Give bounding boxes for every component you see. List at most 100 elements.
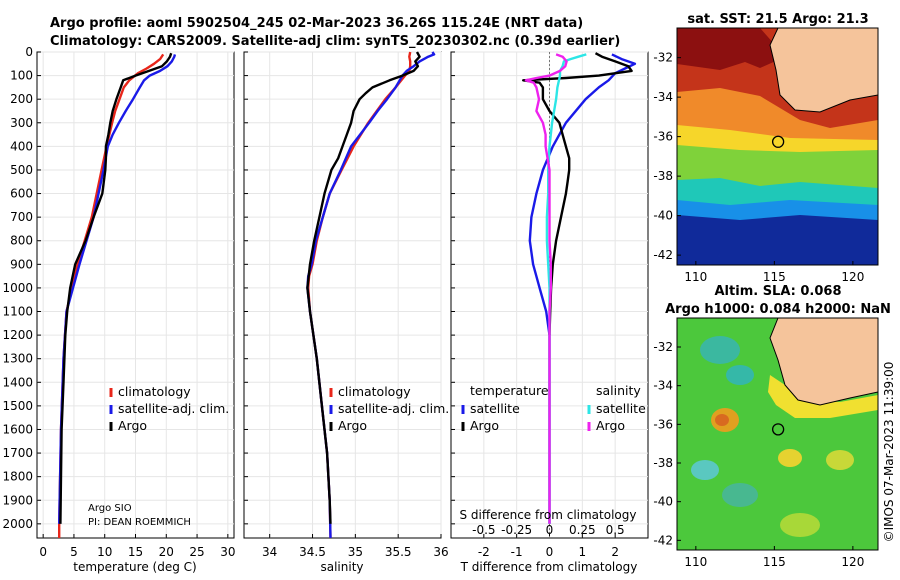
legend-label: satellite-adj. clim.: [338, 401, 449, 416]
sst-lat-tick-labels: -32 -34 -36 -38 -40 -42: [653, 51, 681, 262]
depth-tick-label: 1100: [2, 305, 33, 319]
sla-high-anomaly-core: [715, 414, 729, 426]
depth-tick-label: 1500: [2, 399, 33, 413]
x-tick-label: 34: [262, 545, 277, 559]
map-lat-tick-label: -42: [653, 248, 673, 262]
map-lat-tick-label: -36: [653, 130, 673, 144]
sst-warm-core: [677, 28, 778, 70]
depth-tick-label: 1000: [2, 281, 33, 295]
map-lat-tick-label: -32: [653, 51, 673, 65]
map-lon-tick-label: 120: [841, 270, 864, 284]
t-difference-xlabel: T difference from climatology: [460, 560, 638, 574]
sla-map-frame: [676, 317, 879, 551]
sla-high-anomaly-4: [780, 513, 820, 537]
depth-tick-label: 100: [10, 69, 33, 83]
x-tick-label: -2: [478, 545, 490, 559]
x-tick-label: 36: [433, 545, 448, 559]
x-tick-label: 5: [70, 545, 78, 559]
difference-panel: -2 -1 0 1 2 -0.5 -0.25 0 0.25 0.5 T difference f…: [450, 51, 649, 574]
sla-float-position-marker: [771, 423, 785, 436]
argo-institution: Argo SIO: [88, 503, 132, 514]
x-tick-label: 30: [220, 545, 235, 559]
difference-series: [522, 52, 637, 524]
figure-title-line2: Climatology: CARS2009. Satellite-adj cli…: [50, 34, 620, 49]
argo-line: [306, 51, 421, 524]
depth-tick-label: 1400: [2, 375, 33, 389]
sla-map: 110 115 120 -32 -34 -36 -38 -40 -42: [653, 317, 879, 569]
depth-tick-label: 500: [10, 163, 33, 177]
sla-low-anomaly-3: [691, 460, 719, 480]
x-tick-label: 1: [579, 545, 587, 559]
temperature-legend: climatology satellite-adj. clim. Argo: [109, 384, 229, 433]
temperature-xlabel: temperature (deg C): [73, 560, 196, 574]
x-tick-label: 10: [97, 545, 112, 559]
sla-land: [769, 318, 878, 406]
map-lat-tick-label: -38: [653, 169, 673, 183]
x-tick-label: 0.25: [569, 523, 596, 537]
salinity-gridlines: [244, 51, 442, 538]
sla-lon-tick-labels: 110 115 120: [684, 546, 864, 569]
salinity-satellite-line: [545, 53, 587, 524]
x-tick-label: 0.5: [606, 523, 625, 537]
temperature-argo-line: [522, 52, 633, 336]
imos-credit: ©IMOS 07-Mar-2023 11:39:00: [882, 362, 896, 543]
depth-tick-label: 1900: [2, 493, 33, 507]
sst-float-position-marker: [771, 135, 785, 148]
legend-label: climatology: [118, 384, 191, 399]
s-difference-tick-labels: -0.5 -0.25 0 0.25 0.5: [472, 523, 625, 537]
temperature-panel: 0100200300400500600700800900100011001200…: [2, 45, 235, 574]
x-tick-label: 35.5: [385, 545, 412, 559]
map-lat-tick-label: -38: [653, 456, 673, 470]
map-lon-tick-label: 110: [684, 270, 707, 284]
depth-tick-label: 900: [10, 257, 33, 271]
x-tick-label: -1: [511, 545, 523, 559]
map-lat-tick-label: -42: [653, 533, 673, 547]
temperature-tick-labels: 0 5 10 15 20 25 30: [39, 545, 235, 559]
t-difference-tick-labels: -2 -1 0 1 2: [478, 545, 619, 559]
sst-deep-blue-band: [677, 215, 878, 265]
x-tick-label: 35: [348, 545, 363, 559]
sst-lon-tick-labels: 110 115 120: [684, 261, 864, 284]
map-lat-tick-label: -34: [653, 90, 673, 104]
salinity-panel: 34 34.5 35 35.5 36 salinity climatology satel…: [243, 51, 449, 574]
depth-tick-label: 700: [10, 210, 33, 224]
x-tick-label: 15: [128, 545, 143, 559]
sla-low-anomaly-2: [726, 365, 754, 385]
sla-high-anomaly-3: [826, 450, 854, 470]
x-tick-label: 0: [39, 545, 47, 559]
depth-tick-label: 1300: [2, 352, 33, 366]
x-tick-label: 25: [189, 545, 204, 559]
map-lat-tick-label: -40: [653, 495, 673, 509]
difference-legend-temperature-header: temperature: [470, 383, 549, 398]
legend-label: satellite: [470, 401, 520, 416]
map-lat-tick-label: -34: [653, 379, 673, 393]
x-tick-label: 0: [546, 545, 554, 559]
depth-tick-label: 300: [10, 116, 33, 130]
salinity-series: [306, 51, 436, 539]
salinity-legend: climatology satellite-adj. clim. Argo: [329, 384, 449, 433]
depth-tick-label: 200: [10, 92, 33, 106]
legend-label: climatology: [338, 384, 411, 399]
salinity-argo-line: [524, 53, 568, 524]
argo-line: [59, 52, 173, 524]
salinity-xlabel: salinity: [320, 560, 363, 574]
map-lat-tick-label: -36: [653, 417, 673, 431]
map-lon-tick-label: 120: [841, 555, 864, 569]
depth-tick-label: 0: [25, 45, 33, 59]
legend-label: Argo: [118, 418, 147, 433]
legend-label: Argo: [596, 418, 625, 433]
depth-tick-label: 1600: [2, 422, 33, 436]
sla-map-title-line2: Argo h1000: 0.084 h2000: NaN: [665, 302, 891, 317]
sla-high-anomaly-2: [778, 449, 802, 467]
salinity-tick-labels: 34 34.5 35 35.5 36: [262, 545, 449, 559]
map-lat-tick-label: -40: [653, 209, 673, 223]
depth-tick-label: 600: [10, 187, 33, 201]
difference-legend: satellite Argo satellite Argo: [461, 401, 646, 433]
legend-label: Argo: [338, 418, 367, 433]
map-lon-tick-label: 115: [763, 555, 786, 569]
map-lat-tick-label: -32: [653, 340, 673, 354]
argo-pi: PI: DEAN ROEMMICH: [88, 517, 191, 528]
sla-low-anomaly-4: [722, 483, 758, 507]
